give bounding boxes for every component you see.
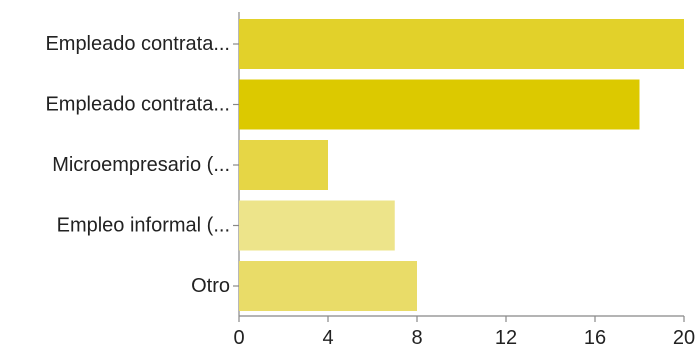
category-label-3: Microempresario (...	[52, 154, 230, 176]
x-tick-label-20: 20	[673, 327, 695, 349]
category-label-1: Empleado contrata...	[45, 33, 230, 55]
x-tick-label-16: 16	[584, 327, 606, 349]
x-tick-label-4: 4	[322, 327, 333, 349]
bar-3	[239, 140, 328, 190]
x-tick-label-0: 0	[233, 327, 244, 349]
x-tick-label-12: 12	[495, 327, 517, 349]
category-labels-group: Empleado contrata... Empleado contrata...…	[45, 33, 239, 297]
x-ticks-group: 0 4 8 12 16 20	[233, 316, 695, 349]
category-label-2: Empleado contrata...	[45, 94, 230, 116]
bar-1	[239, 19, 684, 69]
category-label-4: Empleo informal (...	[57, 215, 230, 237]
bar-4	[239, 200, 395, 251]
bars-group	[239, 19, 684, 311]
bar-2	[239, 79, 640, 130]
bar-5	[239, 261, 417, 311]
x-tick-label-8: 8	[411, 327, 422, 349]
category-label-5: Otro	[191, 275, 230, 297]
